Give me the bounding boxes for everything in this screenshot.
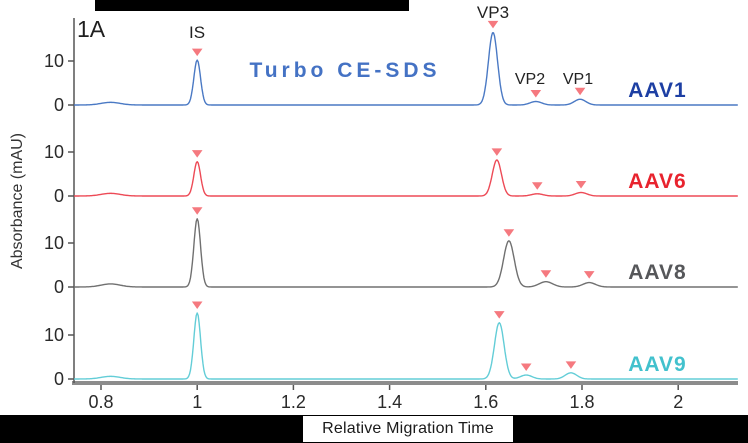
y-tick-label: 10 xyxy=(44,142,64,162)
peak-marker-is-aav9 xyxy=(191,301,203,309)
y-tick-label: 0 xyxy=(54,95,64,115)
y-tick-label: 10 xyxy=(44,51,64,71)
peak-marker-vp2-aav1 xyxy=(530,89,542,98)
y-tick-label: 0 xyxy=(54,277,64,297)
peak-marker-vp3-aav8 xyxy=(503,229,515,237)
peak-marker-is-aav8 xyxy=(191,207,203,215)
figure-label: 1A xyxy=(77,16,106,42)
y-tick-label: 10 xyxy=(44,325,64,345)
x-axis-line xyxy=(72,381,738,385)
peak-marker-vp1-aav9 xyxy=(565,361,577,369)
trace-aav9 xyxy=(74,312,738,380)
y-tick-label: 10 xyxy=(44,233,64,253)
peak-marker-vp2-aav9 xyxy=(520,363,532,372)
peak-marker-vp3-aav9 xyxy=(493,311,505,319)
y-tick-label: 0 xyxy=(54,186,64,206)
peak-label-vp2: VP2 xyxy=(514,71,546,88)
y-tick-label: 0 xyxy=(54,369,64,389)
peak-marker-is-aav1 xyxy=(191,48,203,57)
x-tick-label: 1.2 xyxy=(281,392,306,412)
peak-marker-vp3-aav6 xyxy=(491,148,503,156)
peak-marker-vp2-aav8 xyxy=(540,270,552,278)
peak-marker-vp3-aav1 xyxy=(487,20,499,29)
redaction-bar-top xyxy=(95,0,409,11)
peak-marker-vp1-aav1 xyxy=(574,87,586,96)
peak-marker-vp2-aav6 xyxy=(531,182,543,190)
x-tick-label: 1.6 xyxy=(473,392,498,412)
series-label-aav1: AAV1 xyxy=(628,79,687,102)
x-tick-label: 2 xyxy=(673,392,683,412)
x-tick-label: 1 xyxy=(192,392,202,412)
peak-label-vp1: VP1 xyxy=(562,71,594,88)
x-tick-label: 1.4 xyxy=(377,392,402,412)
peak-marker-is-aav6 xyxy=(191,150,203,158)
peak-label-vp3: VP3 xyxy=(476,3,510,22)
series-label-aav9: AAV9 xyxy=(628,353,687,376)
trace-aav8 xyxy=(74,218,738,288)
x-axis-label-box: Relative Migration Time xyxy=(303,416,513,442)
series-label-aav6: AAV6 xyxy=(628,170,687,193)
trace-aav1 xyxy=(74,32,738,106)
peak-marker-vp1-aav6 xyxy=(575,180,587,189)
trace-aav6 xyxy=(74,159,738,197)
x-tick-label: 1.8 xyxy=(569,392,594,412)
peak-marker-vp1-aav8 xyxy=(583,271,595,279)
series-label-aav8: AAV8 xyxy=(628,261,687,284)
peak-label-is: IS xyxy=(188,23,206,42)
x-axis-title: Relative Migration Time xyxy=(322,420,494,437)
x-tick-label: 0.8 xyxy=(88,392,113,412)
chart-title: Turbo CE-SDS xyxy=(249,59,441,82)
